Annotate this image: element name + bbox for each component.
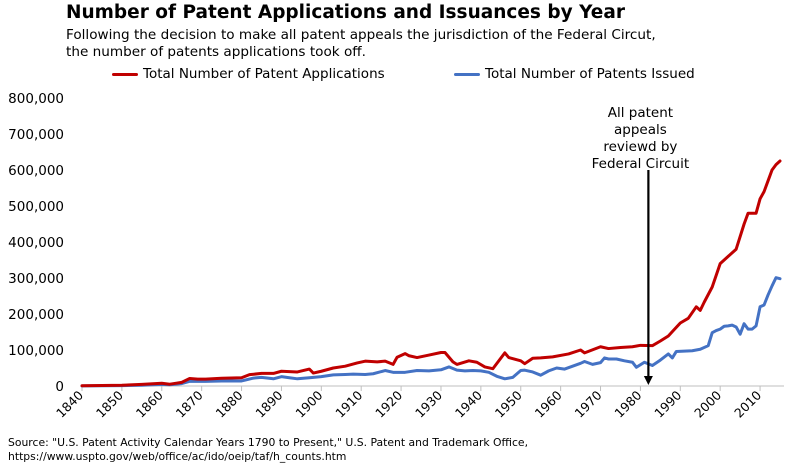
legend: Total Number of Patent Applications Tota…	[0, 66, 800, 84]
y-tick-label: 400,000	[8, 235, 64, 251]
y-tick-label: 200,000	[8, 307, 64, 323]
y-tick-label: 800,000	[8, 91, 64, 107]
x-tick-label: 1900	[292, 387, 325, 420]
x-tick-label: 1970	[572, 387, 605, 420]
subtitle-line-2: the number of patents applications took …	[66, 44, 366, 60]
x-tick-label: 1910	[332, 387, 365, 420]
x-tick-label: 1940	[452, 387, 485, 420]
y-tick-label: 700,000	[8, 127, 64, 143]
annotation-arrow-head	[643, 376, 653, 385]
annotation-text-line: All patent	[608, 105, 673, 121]
applications-line	[80, 159, 782, 388]
subtitle-line-1: Following the decision to make all paten…	[66, 27, 656, 43]
x-tick-label: 1960	[532, 387, 565, 420]
annotation-text-line: Federal Circuit	[592, 156, 690, 172]
x-tick-label: 1950	[492, 387, 525, 420]
source-line-2: https://www.uspto.gov/web/office/ac/ido/…	[8, 450, 347, 463]
x-tick-label: 1990	[651, 387, 684, 420]
x-tick-label: 2000	[691, 387, 724, 420]
x-axis: 1840 1850 1860 1870 1880 1890 1900 1910 1920 1930…	[53, 385, 784, 421]
x-tick-label: 1880	[213, 387, 246, 420]
annotation-text-line: reviewd by	[603, 139, 677, 155]
legend-item-issued: Total Number of Patents Issued	[454, 66, 695, 82]
legend-item-applications: Total Number of Patent Applications	[112, 66, 385, 82]
x-tick-label: 1980	[611, 387, 644, 420]
x-tick-label: 1850	[93, 387, 126, 420]
series-layer	[80, 159, 782, 388]
x-tick-label: 2010	[731, 387, 764, 420]
source-note: Source: "U.S. Patent Activity Calendar Y…	[8, 436, 528, 464]
y-tick-label: 500,000	[8, 199, 64, 215]
x-tick-label: 1870	[173, 387, 206, 420]
y-tick-label: 100,000	[8, 343, 64, 359]
legend-label-applications: Total Number of Patent Applications	[143, 66, 385, 82]
chart-title: Number of Patent Applications and Issuan…	[66, 2, 625, 23]
x-tick-label: 1930	[412, 387, 445, 420]
legend-swatch-applications	[112, 72, 138, 76]
source-line-1: Source: "U.S. Patent Activity Calendar Y…	[8, 436, 529, 449]
x-tick-label: 1890	[252, 387, 285, 420]
x-tick-label: 1860	[133, 387, 166, 420]
issued-line	[80, 276, 782, 388]
x-tick-label: 1920	[372, 387, 405, 420]
chart-subtitle: Following the decision to make all paten…	[66, 27, 766, 61]
legend-swatch-issued	[454, 72, 480, 76]
annotation-text-line: appeals	[614, 122, 667, 138]
legend-label-issued: Total Number of Patents Issued	[485, 66, 695, 82]
y-tick-label: 0	[55, 379, 64, 395]
y-tick-label: 600,000	[8, 163, 64, 179]
y-tick-label: 300,000	[8, 271, 64, 287]
y-axis: 0 100,000 200,000 300,000 400,000 500,000 600,…	[8, 91, 64, 395]
